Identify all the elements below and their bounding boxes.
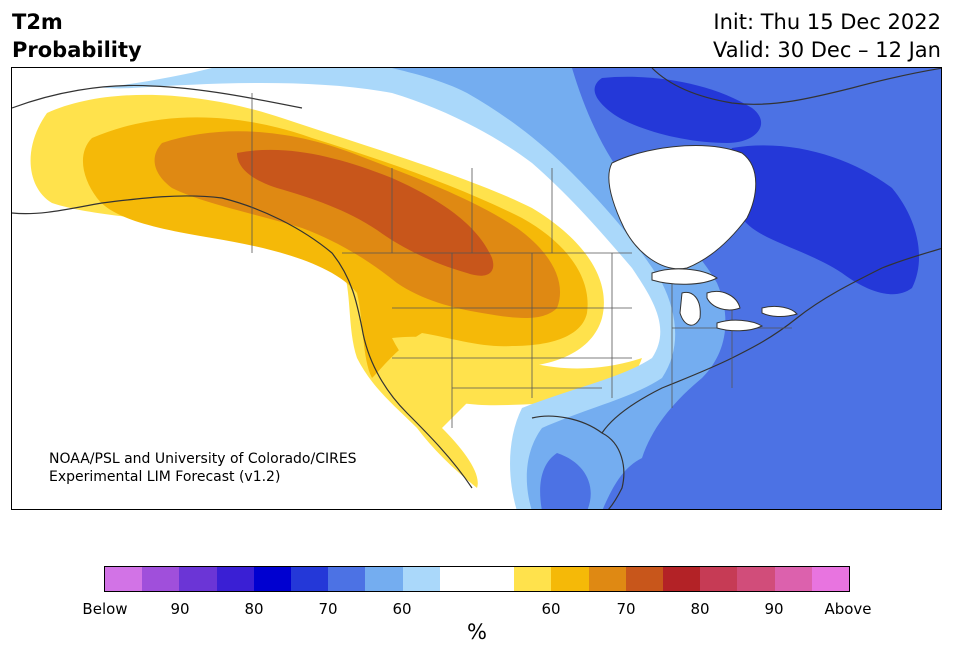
colorbar-segment-7 bbox=[365, 567, 403, 591]
colorbar-segment-15 bbox=[663, 567, 701, 591]
colorbar-below-label: Below bbox=[82, 600, 128, 618]
arctic-ice bbox=[12, 68, 212, 91]
colorbar-tick-below-70: 70 bbox=[318, 600, 338, 618]
colorbar-segment-8 bbox=[402, 567, 440, 591]
colorbar-segment-14 bbox=[625, 567, 664, 591]
colorbar-segment-6 bbox=[328, 567, 366, 591]
hudson-bay bbox=[608, 145, 757, 270]
forecast-map bbox=[11, 67, 942, 510]
colorbar-segment-1 bbox=[142, 567, 180, 591]
variable-label: T2m bbox=[12, 10, 63, 34]
below-90-north-region bbox=[594, 76, 762, 143]
colorbar-above-label: Above bbox=[824, 600, 872, 618]
init-date: Init: Thu 15 Dec 2022 bbox=[713, 10, 941, 34]
probability-map-svg bbox=[12, 68, 941, 509]
colorbar-segment-16 bbox=[700, 567, 738, 591]
colorbar-segment-10 bbox=[477, 567, 515, 591]
colorbar-tick-below-80: 80 bbox=[244, 600, 264, 618]
colorbar-tick-above-60: 60 bbox=[541, 600, 561, 618]
coastlines bbox=[12, 68, 941, 509]
colorbar-segment-4 bbox=[253, 567, 292, 591]
above-90-region bbox=[237, 149, 494, 276]
colorbar-segment-2 bbox=[179, 567, 217, 591]
colorbar-segment-12 bbox=[551, 567, 589, 591]
credit-line-2: Experimental LIM Forecast (v1.2) bbox=[49, 469, 281, 485]
probability-colorbar bbox=[104, 566, 850, 592]
product-label: Probability bbox=[12, 38, 142, 62]
great-lakes bbox=[651, 268, 798, 332]
colorbar-tick-above-80: 80 bbox=[690, 600, 710, 618]
colorbar-segment-18 bbox=[774, 567, 812, 591]
colorbar-unit: % bbox=[467, 620, 487, 644]
colorbar-segment-13 bbox=[588, 567, 626, 591]
credit-text: NOAA/PSL and University of Colorado/CIRE… bbox=[49, 450, 357, 486]
political-borders bbox=[251, 93, 792, 428]
valid-date-range: Valid: 30 Dec – 12 Jan bbox=[712, 38, 941, 62]
colorbar-segment-9 bbox=[439, 567, 478, 591]
colorbar-segment-5 bbox=[291, 567, 329, 591]
colorbar-segment-19 bbox=[811, 567, 850, 591]
colorbar-segment-11 bbox=[514, 567, 552, 591]
credit-line-1: NOAA/PSL and University of Colorado/CIRE… bbox=[49, 451, 357, 467]
map-title: T2m Probability bbox=[12, 8, 142, 64]
colorbar-tick-above-90: 90 bbox=[764, 600, 784, 618]
colorbar-segment-17 bbox=[737, 567, 775, 591]
colorbar-segment-3 bbox=[216, 567, 254, 591]
colorbar-segment-0 bbox=[105, 567, 143, 591]
colorbar-tick-below-60: 60 bbox=[392, 600, 412, 618]
forecast-dates: Init: Thu 15 Dec 2022 Valid: 30 Dec – 12… bbox=[713, 8, 941, 64]
colorbar-tick-below-90: 90 bbox=[170, 600, 190, 618]
colorbar-tick-above-70: 70 bbox=[616, 600, 636, 618]
below-90-region bbox=[724, 145, 920, 295]
